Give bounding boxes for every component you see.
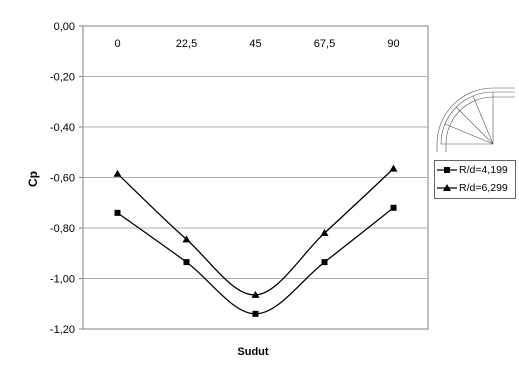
series-1-point (321, 259, 328, 266)
legend-triangle-marker-icon (437, 184, 457, 191)
legend-label-series-2: R/d=6,299 (459, 182, 508, 194)
y-tick-label: -1,00 (50, 274, 75, 286)
y-tick-label: 0,00 (54, 21, 75, 33)
series-1-point (252, 310, 259, 317)
x-tick-label: 22,5 (176, 38, 197, 50)
series-1-point (183, 259, 190, 266)
x-tick-label: 90 (387, 38, 399, 50)
series-2-point (389, 164, 398, 172)
y-tick-label: -1,20 (50, 324, 75, 336)
x-tick-label: 67,5 (314, 38, 335, 50)
y-axis-label: Cp (26, 171, 40, 187)
y-tick-label: -0,60 (50, 173, 75, 185)
legend-square-marker-icon (437, 167, 457, 173)
series-2-point (251, 290, 260, 298)
x-tick-label: 45 (249, 38, 261, 50)
series-lines (113, 164, 398, 317)
gridlines (79, 25, 428, 330)
series-1-point (114, 209, 121, 216)
x-tick-labels: 0 22,5 45 67,5 90 (114, 38, 399, 50)
series-2-point (320, 229, 329, 237)
legend-item-series-2: R/d=6,299 (435, 179, 515, 197)
y-tick-label: -0,40 (50, 122, 75, 134)
x-axis-label: Sudut (237, 346, 268, 358)
series-1-point (390, 204, 397, 211)
x-tick-label: 0 (114, 38, 120, 50)
series-2-point (113, 169, 122, 177)
legend-label-series-1: R/d=4,199 (459, 164, 508, 176)
series-2-point (182, 235, 191, 243)
y-tick-label: -0,20 (50, 72, 75, 84)
y-tick-labels: 0,00 -0,20 -0,40 -0,60 -0,80 -1,00 -1,20 (50, 21, 75, 336)
y-tick-label: -0,80 (50, 223, 75, 235)
legend: R/d=4,199 R/d=6,299 (434, 160, 516, 199)
legend-item-series-1: R/d=4,199 (435, 161, 515, 179)
bend-schematic-diagram (436, 87, 515, 152)
